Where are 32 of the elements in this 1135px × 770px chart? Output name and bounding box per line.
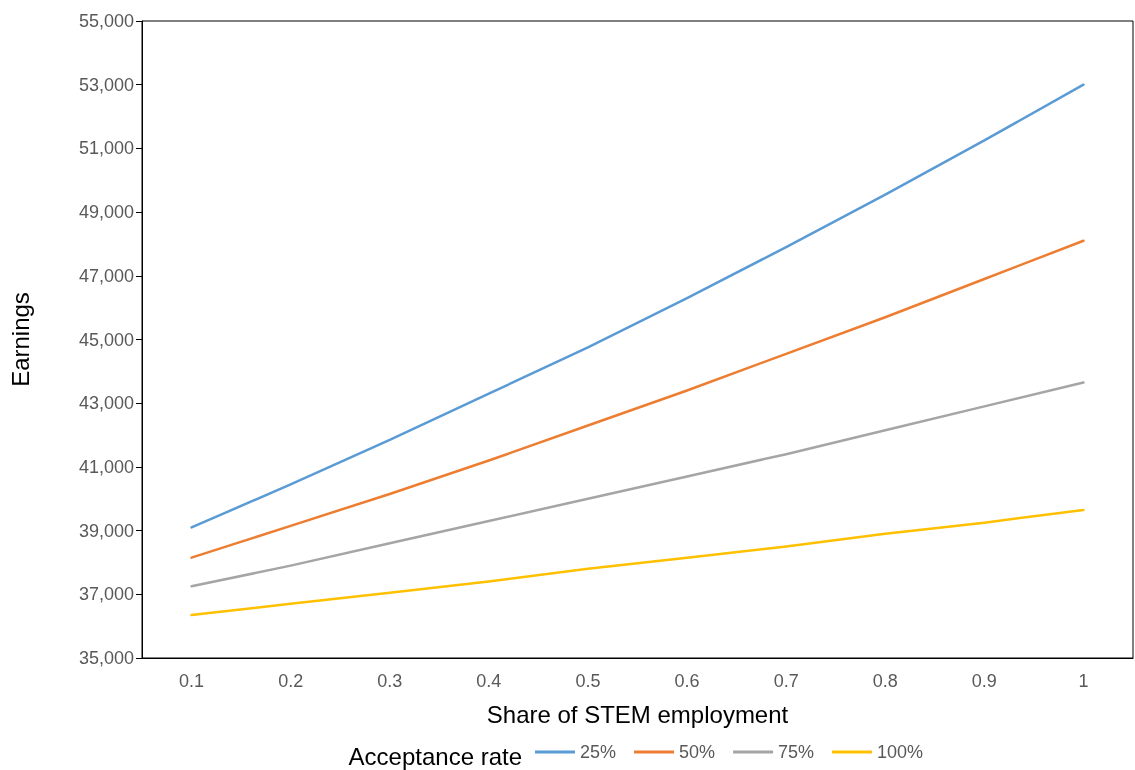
y-tick-label: 49,000 xyxy=(78,202,134,223)
y-tick-label: 37,000 xyxy=(78,584,134,605)
y-axis-title: Earnings xyxy=(6,292,34,387)
y-tick-label: 55,000 xyxy=(78,11,134,31)
legend-label: 50% xyxy=(679,742,716,762)
y-tick-label: 47,000 xyxy=(78,265,134,286)
x-tick-label: 0.2 xyxy=(278,671,304,691)
line-series xyxy=(190,239,1085,559)
x-tick-label: 0.5 xyxy=(575,671,601,691)
line-series xyxy=(190,381,1085,588)
legend-label: 25% xyxy=(580,742,617,762)
x-tick-label: 0.9 xyxy=(971,671,997,691)
x-tick-label: 0.1 xyxy=(179,671,205,691)
line-series xyxy=(190,508,1085,617)
y-tick-label: 51,000 xyxy=(78,138,134,159)
y-tick-label: 35,000 xyxy=(78,648,134,668)
x-tick-label: 0.7 xyxy=(773,671,799,691)
y-tick-label: 43,000 xyxy=(78,393,134,414)
legend-label: 100% xyxy=(877,742,924,762)
y-tick-label: 39,000 xyxy=(78,520,134,541)
y-tick-label: 53,000 xyxy=(78,74,134,95)
x-tick-label: 0.3 xyxy=(377,671,403,691)
y-tick-label: 41,000 xyxy=(78,456,134,477)
x-axis-title: Share of STEM employment xyxy=(486,700,789,728)
x-tick-label: 0.6 xyxy=(674,671,700,691)
x-tick-label: 0.8 xyxy=(872,671,898,691)
legend-label: 75% xyxy=(778,742,815,762)
line-series xyxy=(190,83,1085,529)
y-tick-label: 45,000 xyxy=(78,329,134,350)
x-tick-label: 1 xyxy=(1078,671,1089,691)
legend-title: Acceptance rate xyxy=(348,742,522,770)
x-tick-label: 0.4 xyxy=(476,671,502,691)
